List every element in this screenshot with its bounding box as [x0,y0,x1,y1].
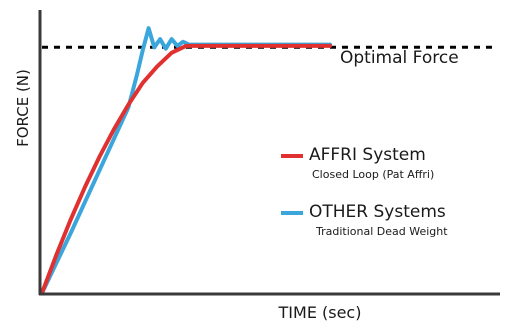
reference-line-label: Optimal Force [340,48,459,68]
legend-label-affri: AFFRI System [309,145,426,165]
legend-label-other: OTHER Systems [309,202,446,222]
legend-sublabel-affri: Closed Loop (Pat Affri) [312,168,434,181]
y-axis-label: FORCE (N) [14,69,32,147]
legend-item-affri: AFFRI System Closed Loop (Pat Affri) [281,145,434,181]
series-line-other [40,26,332,295]
x-axis-label: TIME (sec) [278,303,362,322]
axes-layer [38,10,500,296]
legend-item-other: OTHER Systems Traditional Dead Weight [281,202,448,238]
series-line-affri [40,43,332,295]
lines-layer [40,26,495,295]
legend: AFFRI System Closed Loop (Pat Affri) OTH… [281,145,448,238]
legend-sublabel-other: Traditional Dead Weight [315,225,448,238]
